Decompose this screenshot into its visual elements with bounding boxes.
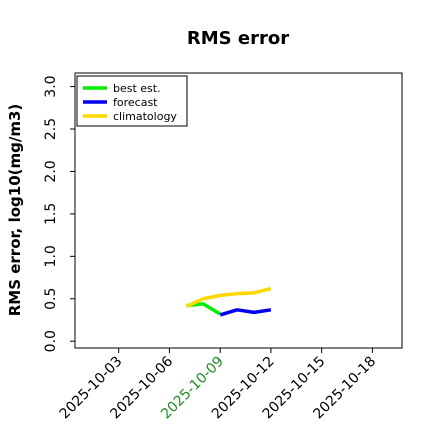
line-series bbox=[219, 308, 272, 317]
y-tick-label: 0.0 bbox=[43, 330, 59, 352]
legend-label: climatology bbox=[113, 110, 177, 123]
y-tick-label: 1.0 bbox=[43, 245, 59, 267]
y-tick-label: 0.5 bbox=[43, 288, 59, 310]
y-tick-label: 1.5 bbox=[43, 203, 59, 225]
y-tick-label: 2.5 bbox=[43, 118, 59, 140]
legend-label: forecast bbox=[113, 96, 158, 109]
y-axis-label: RMS error, log10(mg/m3) bbox=[6, 104, 24, 317]
line-series bbox=[185, 286, 272, 309]
chart-title: RMS error bbox=[187, 28, 289, 49]
legend-label: best est. bbox=[113, 82, 161, 95]
y-tick-label: 2.0 bbox=[43, 160, 59, 182]
y-tick-label: 3.0 bbox=[43, 75, 59, 97]
plot-frame bbox=[74, 72, 403, 349]
